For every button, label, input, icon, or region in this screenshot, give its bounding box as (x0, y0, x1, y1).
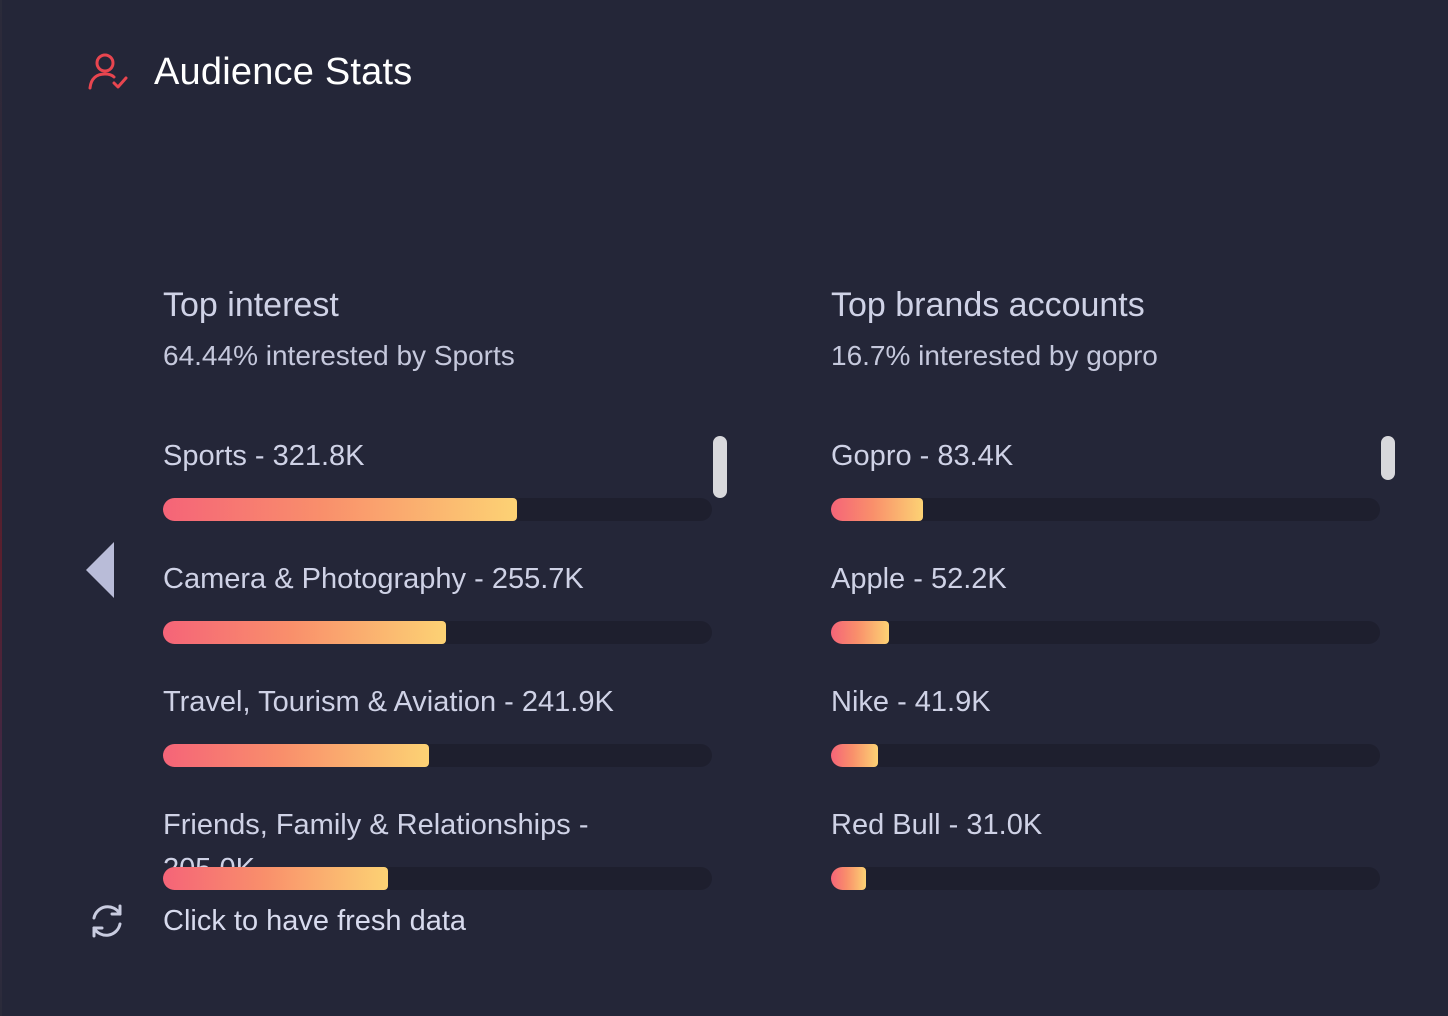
brand-bar-fill (831, 498, 924, 521)
top-interest-subtitle: 64.44% interested by Sports (163, 340, 515, 371)
top-interest-list[interactable]: Sports - 321.8K Camera & Photography - 2… (163, 434, 723, 904)
interest-item: Friends, Family & Relationships - 205.0K (163, 803, 723, 904)
refresh-label: Click to have fresh data (163, 904, 467, 937)
brand-bar-track (831, 621, 1380, 644)
interest-bar-track (163, 867, 712, 890)
brand-item: Gopro - 83.4K (831, 434, 1391, 557)
interest-bar-fill (163, 744, 430, 767)
panel-title: Audience Stats (154, 50, 413, 93)
interest-bar-track (163, 744, 712, 767)
interest-item: Travel, Tourism & Aviation - 241.9K (163, 680, 723, 803)
triangle-left-icon[interactable] (86, 542, 116, 598)
top-brands-title: Top brands accounts (831, 286, 1145, 324)
refresh-icon (86, 900, 128, 942)
interest-item: Camera & Photography - 255.7K (163, 557, 723, 680)
interest-bar-track (163, 621, 712, 644)
top-brands-subtitle: 16.7% interested by gopro (831, 340, 1158, 371)
interest-bar-fill (163, 621, 446, 644)
brand-bar-fill (831, 621, 889, 644)
interest-bar-fill (163, 498, 518, 521)
brand-item: Red Bull - 31.0K (831, 803, 1391, 904)
brand-bar-fill (831, 867, 866, 890)
brand-item: Nike - 41.9K (831, 680, 1391, 803)
interest-item-label: Camera & Photography - 255.7K (163, 563, 584, 595)
brand-bar-track (831, 498, 1380, 521)
interest-bar-fill (163, 867, 389, 890)
interest-item-label: Travel, Tourism & Aviation - 241.9K (163, 686, 614, 718)
interest-item-label: Sports - 321.8K (163, 440, 365, 472)
brand-bar-track (831, 867, 1380, 890)
brand-item-label: Apple - 52.2K (831, 563, 1007, 595)
top-interest-section: Top interest 64.44% interested by Sports… (163, 282, 723, 890)
brand-item-label: Gopro - 83.4K (831, 440, 1014, 472)
brand-bar-fill (831, 744, 878, 767)
top-brands-list[interactable]: Gopro - 83.4K Apple - 52.2K Nike - 41.9K… (831, 434, 1391, 904)
brand-item-label: Red Bull - 31.0K (831, 809, 1043, 841)
interest-item: Sports - 321.8K (163, 434, 723, 557)
interest-bar-track (163, 498, 712, 521)
interest-scrollbar-thumb[interactable] (713, 436, 727, 498)
brands-scrollbar-thumb[interactable] (1381, 436, 1395, 480)
top-brands-section: Top brands accounts 16.7% interested by … (831, 282, 1391, 890)
brand-item-label: Nike - 41.9K (831, 686, 991, 718)
user-check-icon (86, 50, 130, 94)
top-interest-title: Top interest (163, 286, 339, 324)
window-edge (0, 0, 2, 1016)
refresh-button[interactable]: Click to have fresh data (86, 900, 466, 942)
brand-bar-track (831, 744, 1380, 767)
panel-header: Audience Stats (86, 50, 412, 94)
brand-item: Apple - 52.2K (831, 557, 1391, 680)
